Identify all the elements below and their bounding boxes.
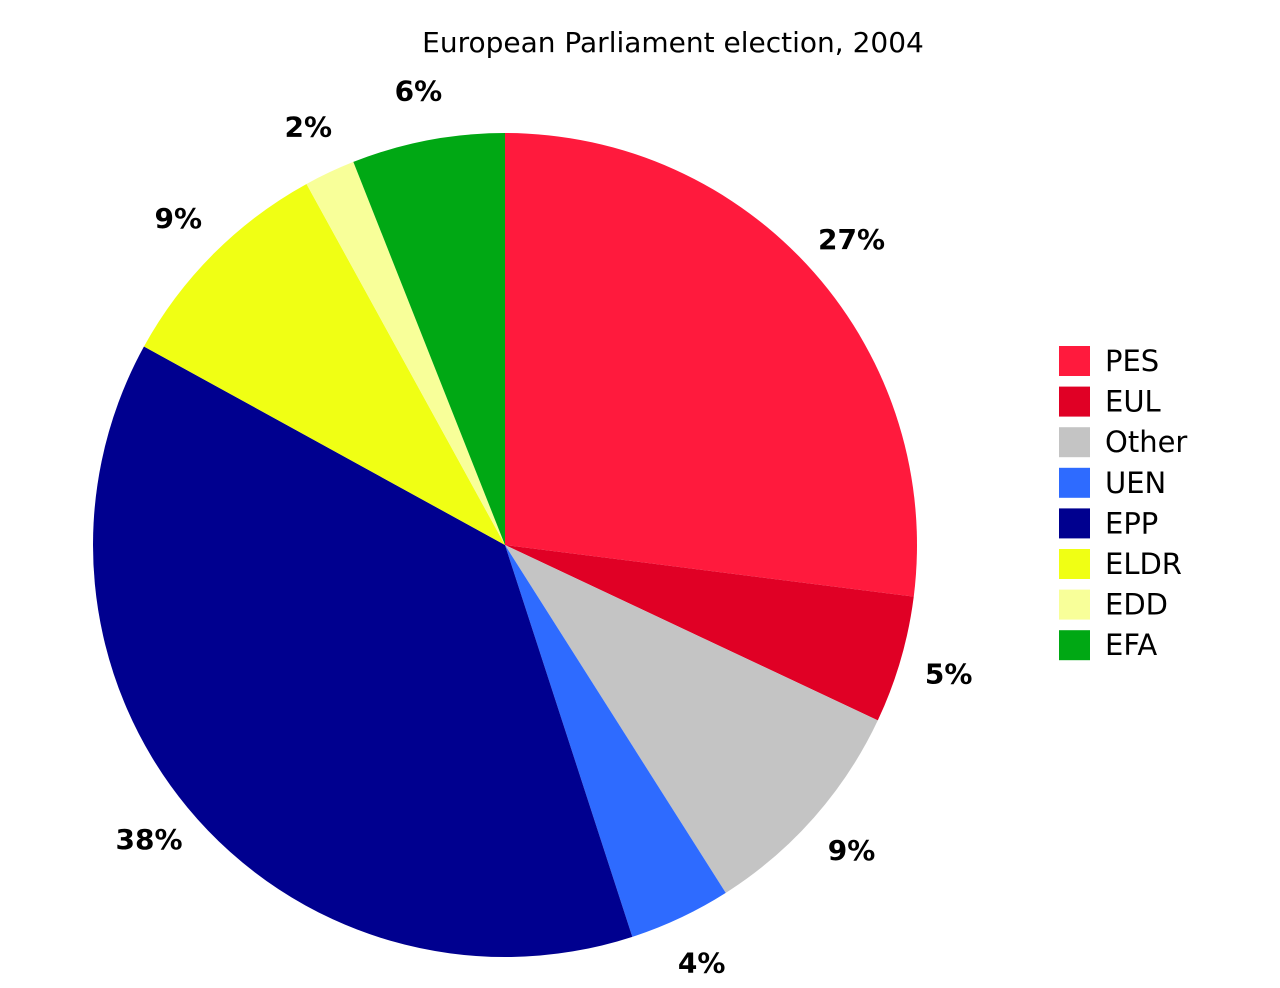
legend-swatch-other [1059, 427, 1090, 458]
legend-swatch-eul [1059, 386, 1090, 417]
legend-swatch-edd [1059, 589, 1090, 620]
pie-slice-efa [353, 133, 505, 545]
pie-label-other: 9% [828, 834, 876, 867]
pie-label-epp: 38% [116, 823, 183, 856]
pie-label-efa: 6% [395, 75, 443, 108]
legend-label-uen: UEN [1105, 466, 1166, 500]
legend-label-pes: PES [1105, 344, 1159, 378]
pie-slice-eldr [143, 183, 505, 545]
legend-label-eldr: ELDR [1105, 547, 1182, 581]
pie-slice-eul [505, 545, 914, 721]
legend-swatch-epp [1059, 508, 1090, 539]
pie-label-edd: 2% [285, 110, 333, 143]
legend-label-eul: EUL [1105, 385, 1161, 419]
legend-label-other: Other [1105, 425, 1187, 459]
legend-swatch-uen [1059, 467, 1090, 498]
chart-title: European Parliament election, 2004 [422, 26, 924, 59]
legend-swatch-eldr [1059, 549, 1090, 579]
legend-swatch-pes [1059, 346, 1090, 376]
pie-label-eul: 5% [925, 657, 973, 690]
pie-slice-other [505, 545, 878, 893]
pie-slices [92, 133, 918, 958]
legend-label-edd: EDD [1105, 588, 1168, 622]
pie-percent-labels: 27% 5% 9% 4% 38% 9% 2% 6% [116, 75, 973, 980]
pie-label-pes: 27% [818, 223, 885, 256]
legend-label-epp: EPP [1105, 506, 1158, 540]
pie-slice-uen [505, 545, 726, 937]
legend-swatch-efa [1059, 630, 1090, 661]
pie-label-uen: 4% [678, 947, 726, 980]
pie-label-eldr: 9% [155, 202, 203, 235]
pie-slice-edd [306, 161, 505, 546]
pie-slice-epp [92, 346, 633, 958]
pie-slice-pes [505, 133, 918, 597]
legend-label-efa: EFA [1105, 628, 1157, 662]
legend: PES EUL Other UEN EPP ELDR EDD EFA [1059, 344, 1187, 662]
